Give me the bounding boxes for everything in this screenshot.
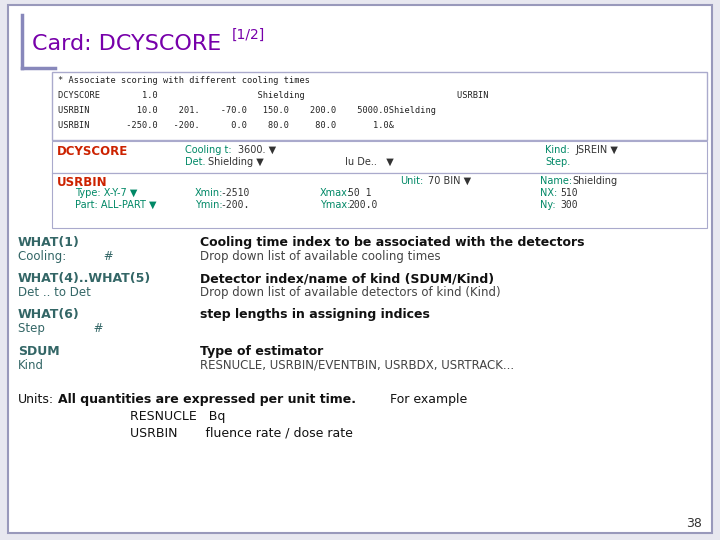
Bar — [52, 72, 707, 140]
Text: 510: 510 — [560, 188, 577, 198]
Text: Kind: Kind — [18, 359, 44, 372]
Text: Xmax:: Xmax: — [320, 188, 351, 198]
Text: Kind:: Kind: — [545, 145, 570, 155]
Text: WHAT(6): WHAT(6) — [18, 308, 80, 321]
Text: Cooling time index to be associated with the detectors: Cooling time index to be associated with… — [200, 236, 585, 249]
Text: Detector index/name of kind (SDUM/Kind): Detector index/name of kind (SDUM/Kind) — [200, 272, 494, 285]
Text: [1/2]: [1/2] — [232, 28, 265, 42]
Text: Drop down list of available detectors of kind (Kind): Drop down list of available detectors of… — [200, 286, 500, 299]
Text: RESNUCLE   Bq: RESNUCLE Bq — [130, 410, 225, 423]
Text: * Associate scoring with different cooling times: * Associate scoring with different cooli… — [58, 76, 310, 85]
Text: Card: DCYSCORE: Card: DCYSCORE — [32, 34, 221, 54]
Text: 300: 300 — [560, 200, 577, 210]
Text: 70 BIN ▼: 70 BIN ▼ — [428, 176, 471, 186]
Text: USRBIN       fluence rate / dose rate: USRBIN fluence rate / dose rate — [130, 427, 353, 440]
Text: Ny:: Ny: — [540, 200, 556, 210]
Bar — [52, 173, 707, 228]
Text: Unit:: Unit: — [400, 176, 423, 186]
Text: Name:: Name: — [540, 176, 572, 186]
Text: WHAT(1): WHAT(1) — [18, 236, 80, 249]
Bar — [52, 141, 707, 173]
Text: DCYSCORE        1.0                   Shielding                             USRB: DCYSCORE 1.0 Shielding USRB — [58, 91, 488, 100]
Text: Iu De..   ▼: Iu De.. ▼ — [345, 157, 394, 167]
Text: Shielding: Shielding — [572, 176, 617, 186]
Text: Ymax:: Ymax: — [320, 200, 351, 210]
Text: Cooling t:: Cooling t: — [185, 145, 232, 155]
Text: USRBIN       -250.0   -200.      0.0    80.0     80.0       1.0&: USRBIN -250.0 -200. 0.0 80.0 80.0 1.0& — [58, 121, 394, 130]
Text: Step             #: Step # — [18, 322, 104, 335]
Text: Ymin:: Ymin: — [195, 200, 222, 210]
Text: Part: ALL-PART ▼: Part: ALL-PART ▼ — [75, 200, 156, 210]
Text: DCYSCORE: DCYSCORE — [57, 145, 128, 158]
Text: Type: X-Y-7 ▼: Type: X-Y-7 ▼ — [75, 188, 138, 198]
Text: All quantities are expressed per unit time.: All quantities are expressed per unit ti… — [58, 393, 356, 406]
Text: Drop down list of available cooling times: Drop down list of available cooling time… — [200, 250, 441, 263]
Text: WHAT(4)..WHAT(5): WHAT(4)..WHAT(5) — [18, 272, 151, 285]
Text: JSREIN ▼: JSREIN ▼ — [575, 145, 618, 155]
Text: 38: 38 — [686, 517, 702, 530]
Text: USRBIN         10.0    201.    -70.0   150.0    200.0    5000.0Shielding: USRBIN 10.0 201. -70.0 150.0 200.0 5000.… — [58, 106, 436, 115]
Text: SDUM: SDUM — [18, 345, 60, 358]
Text: 50 1: 50 1 — [348, 188, 372, 198]
Text: Shielding ▼: Shielding ▼ — [208, 157, 264, 167]
Text: Det .. to Det: Det .. to Det — [18, 286, 91, 299]
Text: Step.: Step. — [545, 157, 570, 167]
Text: 200.0: 200.0 — [348, 200, 377, 210]
Text: Det.: Det. — [185, 157, 205, 167]
Text: Units:: Units: — [18, 393, 54, 406]
Text: USRBIN: USRBIN — [57, 176, 107, 189]
Text: -200.: -200. — [220, 200, 249, 210]
Text: 3600. ▼: 3600. ▼ — [238, 145, 276, 155]
Text: Cooling:          #: Cooling: # — [18, 250, 114, 263]
Text: For example: For example — [390, 393, 467, 406]
Text: step lengths in assigning indices: step lengths in assigning indices — [200, 308, 430, 321]
Text: RESNUCLE, USRBIN/EVENTBIN, USRBDX, USRTRACK...: RESNUCLE, USRBIN/EVENTBIN, USRBDX, USRTR… — [200, 359, 514, 372]
Text: Type of estimator: Type of estimator — [200, 345, 323, 358]
Text: -2510: -2510 — [220, 188, 249, 198]
Text: Xmin:: Xmin: — [195, 188, 223, 198]
Text: NX:: NX: — [540, 188, 557, 198]
